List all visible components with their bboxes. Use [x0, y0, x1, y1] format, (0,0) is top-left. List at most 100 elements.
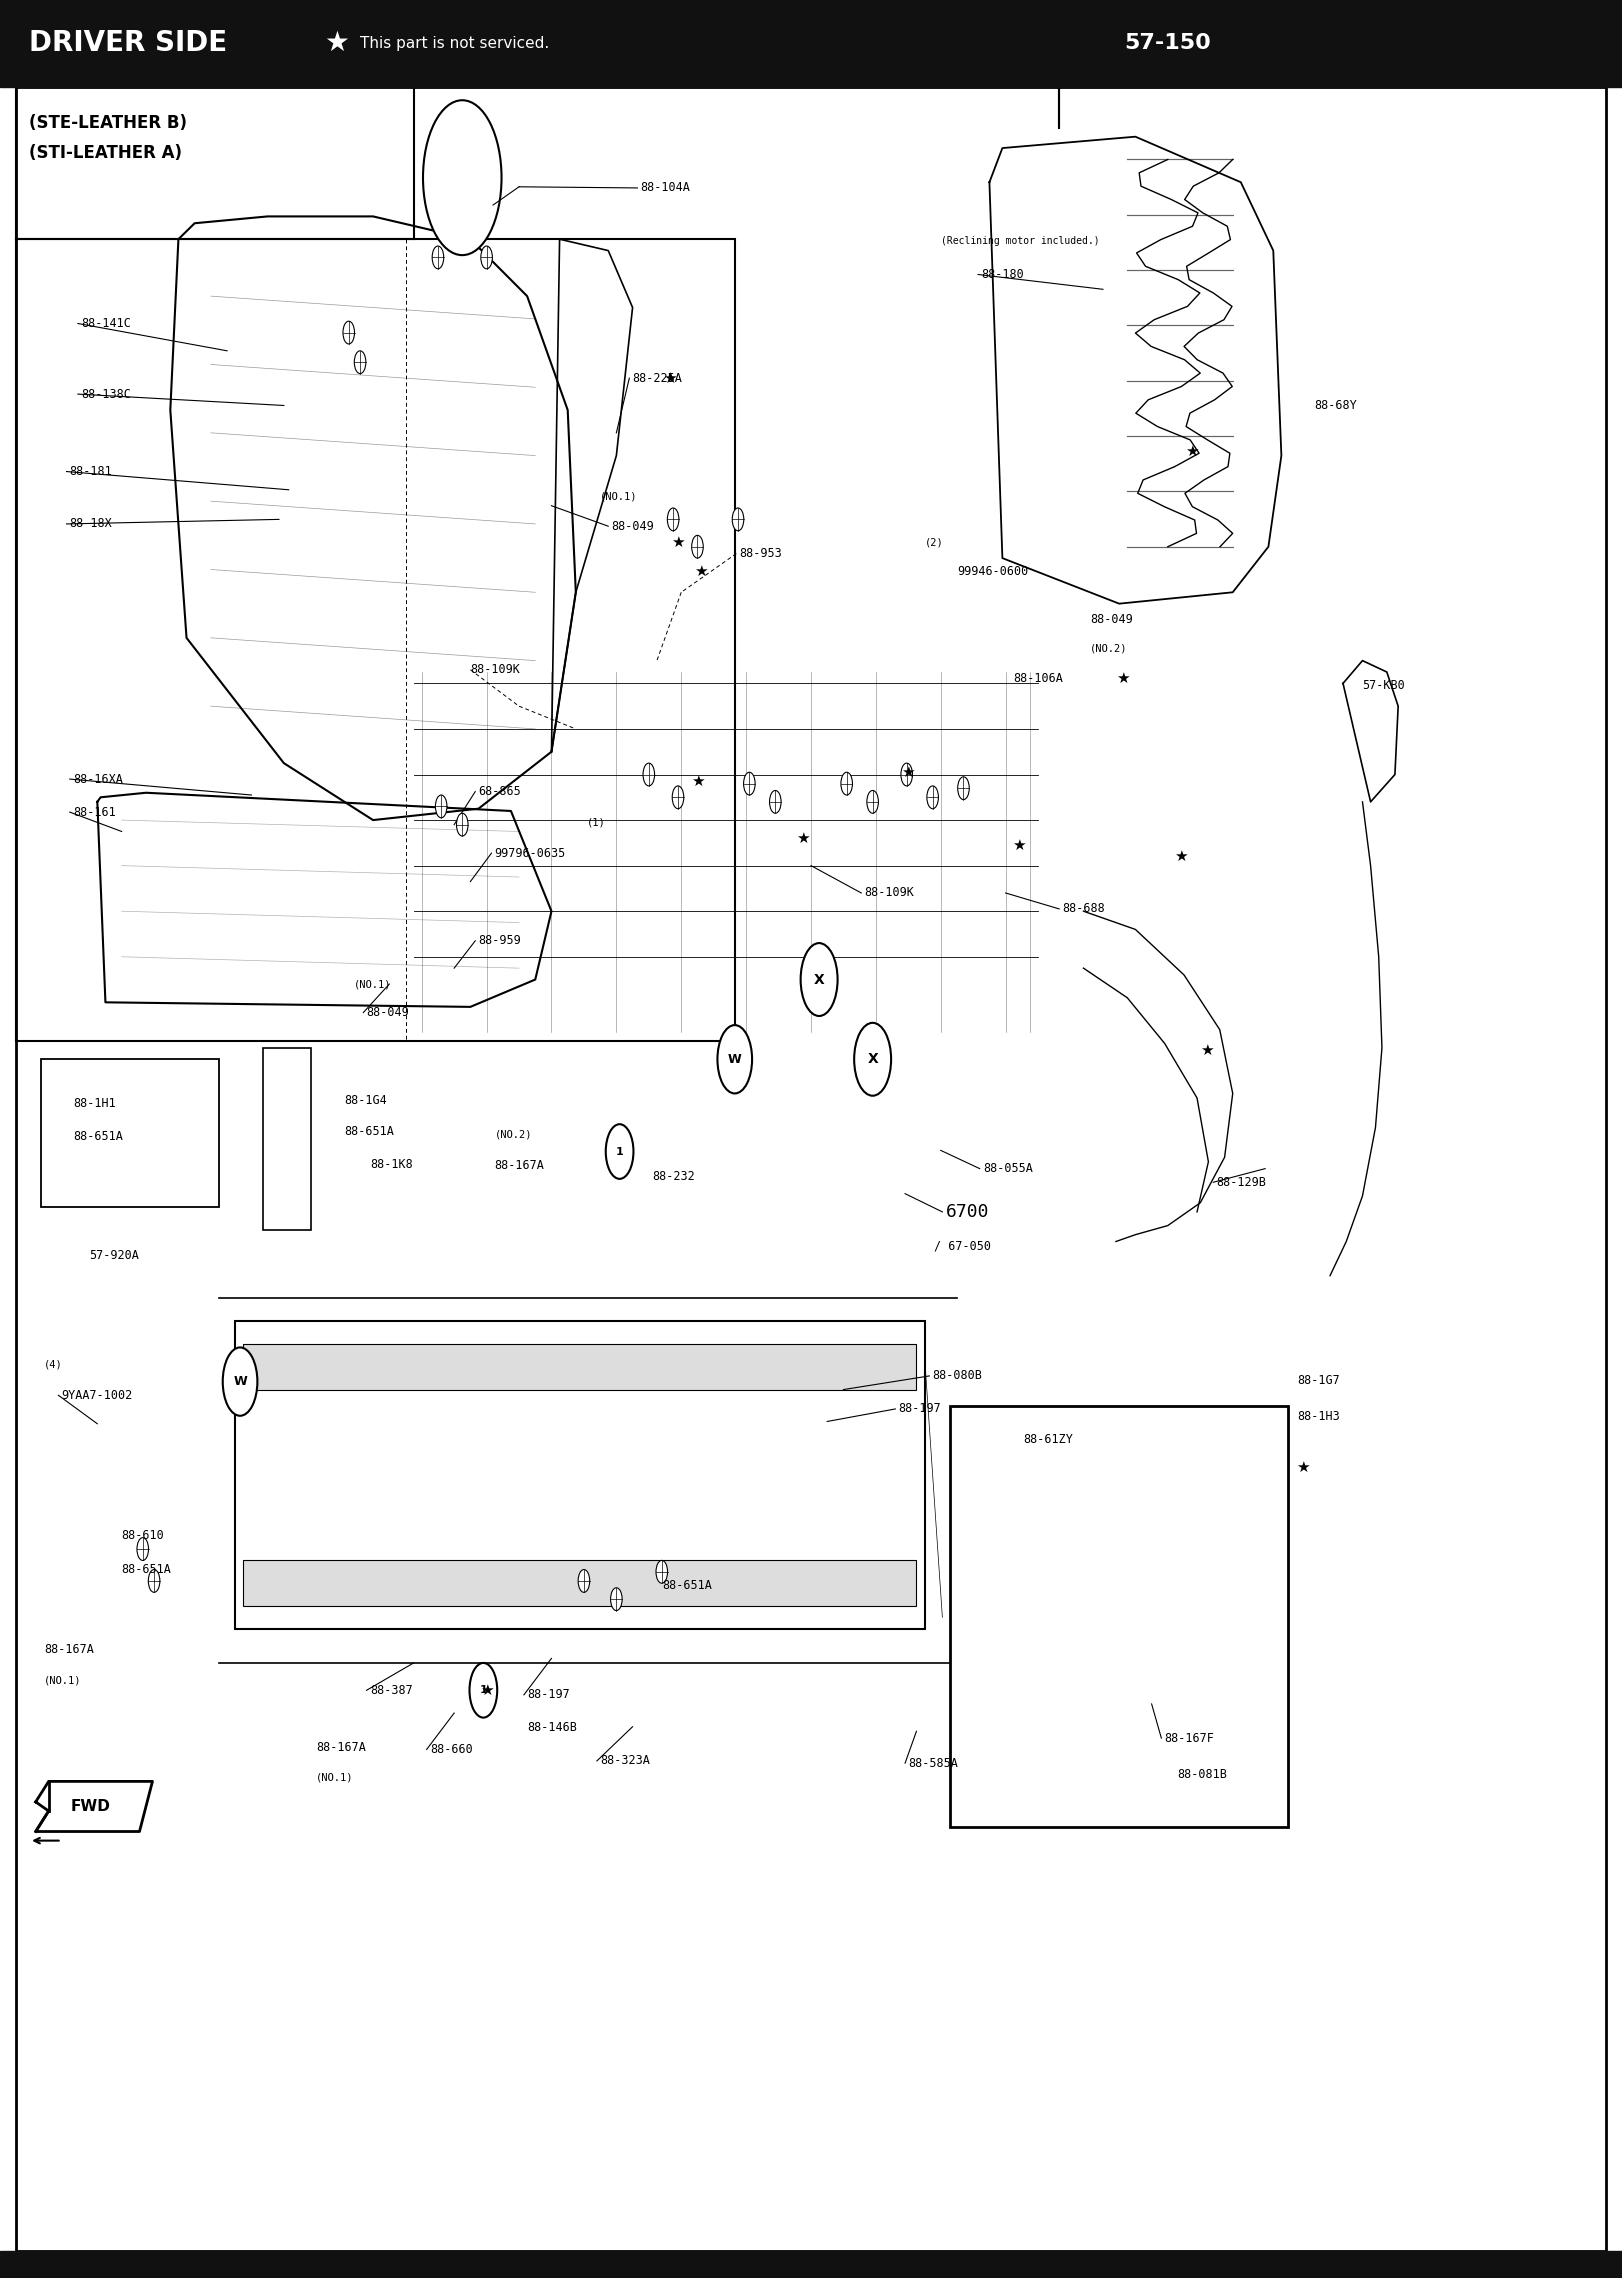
Bar	[243, 1560, 916, 1606]
Text: 88-167A: 88-167A	[316, 1740, 367, 1754]
Text: 88-129B: 88-129B	[1216, 1175, 1267, 1189]
Text: 88-387: 88-387	[370, 1683, 412, 1697]
Ellipse shape	[642, 763, 655, 786]
Text: / 67-050: / 67-050	[934, 1239, 991, 1253]
Ellipse shape	[769, 790, 782, 813]
Text: 88-180: 88-180	[981, 269, 1023, 280]
Text: 99946-0600: 99946-0600	[957, 565, 1028, 579]
Ellipse shape	[605, 1123, 634, 1180]
Text: 57-150: 57-150	[1124, 34, 1212, 52]
Text: 88-049: 88-049	[1090, 613, 1132, 626]
Text: 9YAA7-1002: 9YAA7-1002	[62, 1390, 133, 1401]
Ellipse shape	[148, 1570, 161, 1592]
Text: 68-865: 68-865	[478, 786, 521, 797]
Text: 88-1H1: 88-1H1	[73, 1098, 115, 1109]
Text: 57-KB0: 57-KB0	[1362, 679, 1405, 693]
Text: 88-651A: 88-651A	[344, 1125, 394, 1137]
Text: 88-080B: 88-080B	[933, 1369, 983, 1383]
Text: 88-161: 88-161	[73, 806, 115, 818]
Text: 88-68Y: 88-68Y	[1314, 399, 1356, 412]
Text: ★: ★	[672, 535, 684, 549]
Text: 88-146B: 88-146B	[527, 1722, 577, 1734]
Text: (4): (4)	[44, 1360, 63, 1369]
Text: 88-18X: 88-18X	[70, 517, 112, 531]
Text: FWD: FWD	[71, 1800, 110, 1813]
Ellipse shape	[672, 786, 684, 809]
Text: 88-651A: 88-651A	[73, 1130, 123, 1144]
Text: 88-688: 88-688	[1062, 902, 1105, 916]
Text: 88-138C: 88-138C	[81, 387, 131, 401]
Text: ★: ★	[691, 775, 704, 788]
Text: 88-61ZY: 88-61ZY	[1023, 1433, 1074, 1447]
Text: 88-953: 88-953	[740, 547, 782, 560]
Bar	[950, 1406, 1288, 1827]
Text: DRIVER SIDE: DRIVER SIDE	[29, 30, 227, 57]
Ellipse shape	[801, 943, 837, 1016]
Text: 88-197: 88-197	[899, 1403, 941, 1415]
Text: (NO.1): (NO.1)	[600, 492, 637, 501]
Text: 88-081B: 88-081B	[1178, 1768, 1228, 1781]
Text: 88-16XA: 88-16XA	[73, 772, 123, 786]
Ellipse shape	[732, 508, 744, 531]
Ellipse shape	[469, 1663, 498, 1718]
Text: 57-920A: 57-920A	[89, 1248, 139, 1262]
Text: 88-660: 88-660	[430, 1743, 472, 1756]
Ellipse shape	[691, 535, 704, 558]
Text: 88-232: 88-232	[652, 1171, 694, 1182]
Text: X: X	[814, 973, 824, 986]
Ellipse shape	[342, 321, 355, 344]
Text: 88-197: 88-197	[527, 1688, 569, 1702]
Text: 88-1H3: 88-1H3	[1298, 1410, 1340, 1424]
Bar	[235, 1321, 925, 1629]
Text: 88-106A: 88-106A	[1014, 672, 1064, 686]
Text: 88-1K8: 88-1K8	[370, 1157, 412, 1171]
Text: (NO.1): (NO.1)	[316, 1772, 354, 1784]
Ellipse shape	[222, 1346, 258, 1415]
Ellipse shape	[667, 508, 680, 531]
Text: X: X	[868, 1052, 878, 1066]
Ellipse shape	[435, 795, 448, 818]
Text: 1: 1	[480, 1686, 487, 1695]
Text: (NO.2): (NO.2)	[495, 1130, 532, 1139]
Text: This part is not serviced.: This part is not serviced.	[360, 36, 550, 50]
Text: 88-141C: 88-141C	[81, 317, 131, 330]
Text: 88-181: 88-181	[70, 465, 112, 478]
Text: 88-959: 88-959	[478, 934, 521, 948]
Text: ★: ★	[1186, 444, 1199, 458]
Text: 88-049: 88-049	[367, 1007, 409, 1018]
Bar	[0, 0, 1622, 87]
Ellipse shape	[423, 100, 501, 255]
Text: (NO.1): (NO.1)	[44, 1674, 81, 1686]
Text: 6700: 6700	[946, 1203, 989, 1221]
Bar	[0, 2251, 1622, 2278]
Ellipse shape	[456, 813, 469, 836]
Text: 88-167A: 88-167A	[495, 1160, 545, 1171]
Text: 88-323A: 88-323A	[600, 1754, 650, 1768]
Text: 88-167F: 88-167F	[1165, 1731, 1215, 1745]
Text: ★: ★	[694, 565, 707, 579]
Text: (NO.2): (NO.2)	[1090, 642, 1127, 654]
Text: ★: ★	[324, 30, 349, 57]
Text: 88-104A: 88-104A	[641, 182, 691, 194]
Text: ★: ★	[1012, 838, 1025, 852]
Text: 88-1G7: 88-1G7	[1298, 1374, 1340, 1387]
Text: 88-049: 88-049	[611, 519, 654, 533]
Text: ★: ★	[663, 371, 676, 385]
Bar	[263, 1048, 311, 1230]
Bar	[16, 239, 735, 1041]
Ellipse shape	[480, 246, 493, 269]
Ellipse shape	[577, 1570, 590, 1592]
Text: ★: ★	[480, 1683, 493, 1697]
Text: (2): (2)	[925, 538, 944, 547]
Text: 88-585A: 88-585A	[908, 1756, 959, 1770]
Text: ★: ★	[902, 765, 915, 779]
Ellipse shape	[855, 1023, 890, 1096]
Text: 88-109K: 88-109K	[865, 886, 915, 900]
Ellipse shape	[354, 351, 367, 374]
Ellipse shape	[431, 246, 444, 269]
Text: ★: ★	[796, 831, 809, 845]
Ellipse shape	[136, 1538, 149, 1560]
Text: W: W	[234, 1376, 247, 1387]
Text: 88-651A: 88-651A	[122, 1563, 172, 1576]
Text: (STI-LEATHER A): (STI-LEATHER A)	[29, 144, 182, 162]
